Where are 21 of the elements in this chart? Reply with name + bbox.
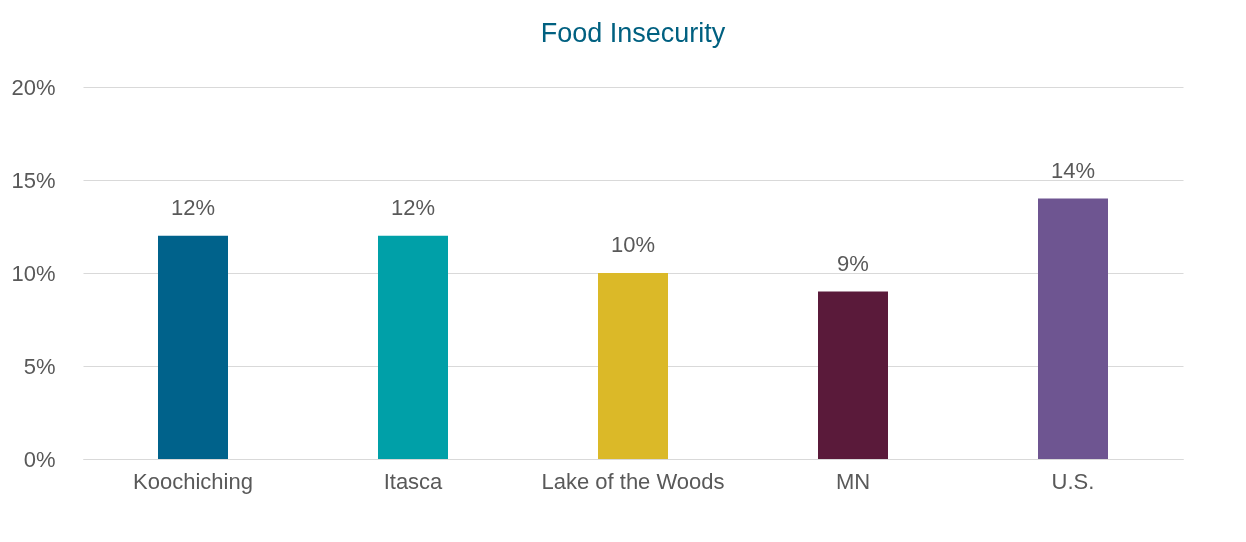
data-label: 14% (1050, 157, 1096, 183)
x-tick-label: Itasca (383, 468, 444, 494)
data-label: 10% (610, 232, 656, 257)
y-tick-label: 0% (23, 446, 56, 472)
data-label: 12% (390, 194, 436, 220)
bar (598, 273, 668, 459)
chart-title: Food Insecurity (540, 18, 726, 48)
x-tick-label: U.S. (1051, 468, 1095, 494)
data-label: 12% (170, 194, 216, 220)
bar (158, 235, 228, 459)
y-tick-label: 20% (11, 74, 56, 100)
bar (818, 291, 888, 459)
bar (378, 235, 448, 459)
data-label: 9% (837, 250, 869, 276)
bar (1038, 198, 1108, 459)
y-tick-label: 5% (23, 353, 56, 379)
y-tick-label: 10% (11, 260, 56, 286)
x-tick-label: MN (835, 468, 871, 494)
x-tick-label: Koochiching (133, 468, 253, 494)
y-tick-label: 15% (11, 167, 56, 193)
x-tick-label: Lake of the Woods (541, 468, 725, 494)
